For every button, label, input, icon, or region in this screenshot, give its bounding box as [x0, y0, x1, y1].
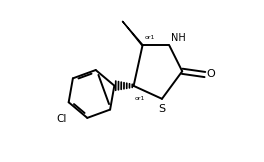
Text: or1: or1 — [135, 96, 145, 101]
Text: NH: NH — [171, 33, 186, 43]
Text: or1: or1 — [145, 35, 155, 40]
Text: Cl: Cl — [57, 114, 67, 124]
Polygon shape — [122, 21, 143, 46]
Text: S: S — [158, 104, 165, 114]
Text: O: O — [206, 69, 215, 79]
